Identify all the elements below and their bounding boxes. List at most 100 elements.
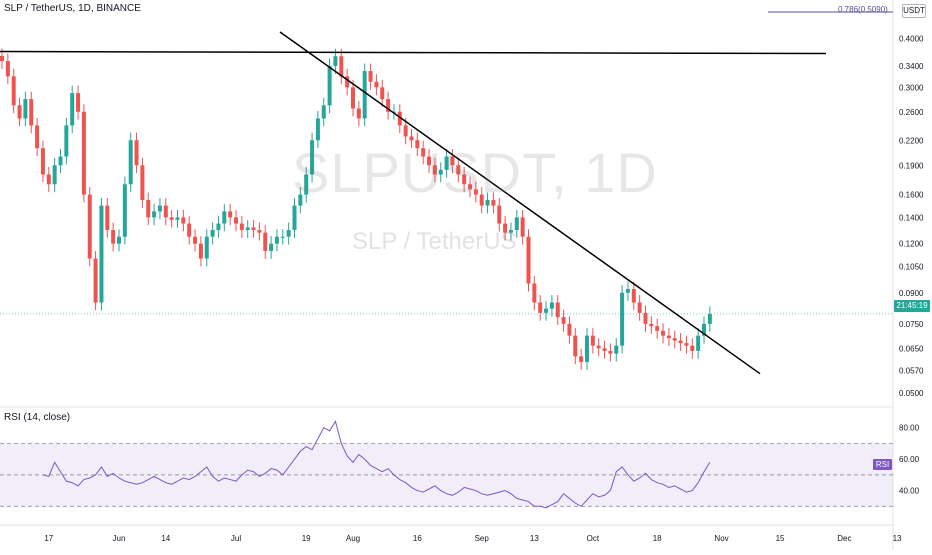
candle-body <box>579 356 584 362</box>
horizontal-resistance-line <box>0 50 827 55</box>
candle-body <box>614 345 619 354</box>
price-tick-label: 0.0500 <box>899 389 924 398</box>
candle-body <box>163 205 168 218</box>
x-tick-label: 14 <box>161 534 170 543</box>
candle-body <box>0 55 4 62</box>
candle-body <box>351 87 355 109</box>
candle-body <box>508 230 513 233</box>
candle-body <box>596 345 601 349</box>
candle-body <box>468 184 472 190</box>
candle-body <box>479 194 484 206</box>
candle-body <box>169 217 174 220</box>
candle-body <box>666 335 671 339</box>
candle-body <box>46 174 51 185</box>
candle-body <box>87 194 92 259</box>
candle-body <box>17 105 22 119</box>
candle-body <box>462 174 467 185</box>
x-tick-label: 19 <box>302 534 311 543</box>
x-tick-label: Oct <box>587 534 600 543</box>
candle-body <box>152 211 157 218</box>
x-tick-label: 15 <box>776 534 785 543</box>
candle-body <box>590 335 595 346</box>
candle-body <box>315 118 320 141</box>
rsi-badge: RSI <box>873 459 892 470</box>
descending-trendline <box>279 31 761 375</box>
candle-body <box>409 136 414 141</box>
candle-body <box>134 140 139 166</box>
candle-body <box>23 99 28 119</box>
candle-body <box>58 156 63 166</box>
fib-level-label: 0.786(0.5090) <box>838 5 888 14</box>
candle-body <box>210 230 215 237</box>
candle-body <box>649 323 654 327</box>
axis-layer: 0.4000 0.3400 0.3000 0.2600 0.2200 0.1900 0.16… <box>44 34 924 543</box>
candle-body <box>327 65 332 106</box>
candle-body <box>70 93 75 126</box>
candle-body <box>274 236 279 244</box>
candle-body <box>415 140 420 149</box>
candle-body <box>538 302 543 313</box>
price-tick-label: 0.4000 <box>899 34 924 43</box>
candle-body <box>585 335 589 362</box>
candle-body <box>397 111 402 126</box>
countdown-badge: 21:45:19 <box>894 300 930 312</box>
candle-body <box>567 323 572 336</box>
candle-body <box>438 169 443 175</box>
candle-body <box>625 289 630 293</box>
candle-body <box>427 156 432 166</box>
candle-body <box>421 148 426 157</box>
candle-body <box>181 217 186 224</box>
x-tick-label: 18 <box>653 534 662 543</box>
rsi-layer <box>0 420 893 509</box>
candle-body <box>707 313 712 324</box>
chart-title: SLP / TetherUS, 1D, BINANCE <box>4 3 141 14</box>
candle-body <box>386 99 391 112</box>
candle-body <box>81 111 86 195</box>
candle-body <box>216 223 221 231</box>
candle-body <box>198 243 203 259</box>
currency-selector[interactable]: USDT <box>902 4 926 18</box>
candle-body <box>204 236 209 259</box>
rsi-line <box>42 420 711 509</box>
x-tick-label: Nov <box>714 534 728 543</box>
candle-body <box>620 292 625 346</box>
x-tick-label: Jun <box>113 534 126 543</box>
candle-body <box>245 227 250 231</box>
candle-body <box>251 227 256 231</box>
candle-body <box>140 165 145 201</box>
candle-body <box>263 232 268 251</box>
x-tick-label: 17 <box>44 534 53 543</box>
price-tick-label: 0.0570 <box>899 367 924 376</box>
candle-body <box>456 165 461 175</box>
x-tick-label: Sep <box>475 534 490 543</box>
candle-body <box>298 194 303 206</box>
price-tick-label: 0.0650 <box>899 344 924 353</box>
candle-body <box>111 230 116 244</box>
candle-body <box>450 156 455 166</box>
candle-body <box>310 140 315 175</box>
candle-body <box>655 326 660 331</box>
price-tick-label: 0.1050 <box>899 262 924 271</box>
candle-body <box>105 205 110 231</box>
candle-body <box>549 302 554 309</box>
candle-body <box>292 205 297 231</box>
candle-body <box>684 343 689 346</box>
candle-body <box>356 108 361 119</box>
candle-body <box>520 217 525 237</box>
candle-body <box>222 211 227 224</box>
price-tick-label: 0.1200 <box>899 240 924 249</box>
price-tick-label: 0.0750 <box>899 320 924 329</box>
candle-body <box>661 330 666 336</box>
candle-body <box>573 335 578 357</box>
candle-body <box>514 217 519 231</box>
candle-body <box>321 105 326 119</box>
candle-body <box>532 283 537 303</box>
candle-body <box>432 165 437 175</box>
price-tick-label: 0.3400 <box>899 62 924 71</box>
candle-body <box>497 205 502 224</box>
candle-body <box>672 338 677 341</box>
x-tick-label: Aug <box>346 534 360 543</box>
candle-body <box>503 223 508 233</box>
candle-body <box>555 302 560 318</box>
